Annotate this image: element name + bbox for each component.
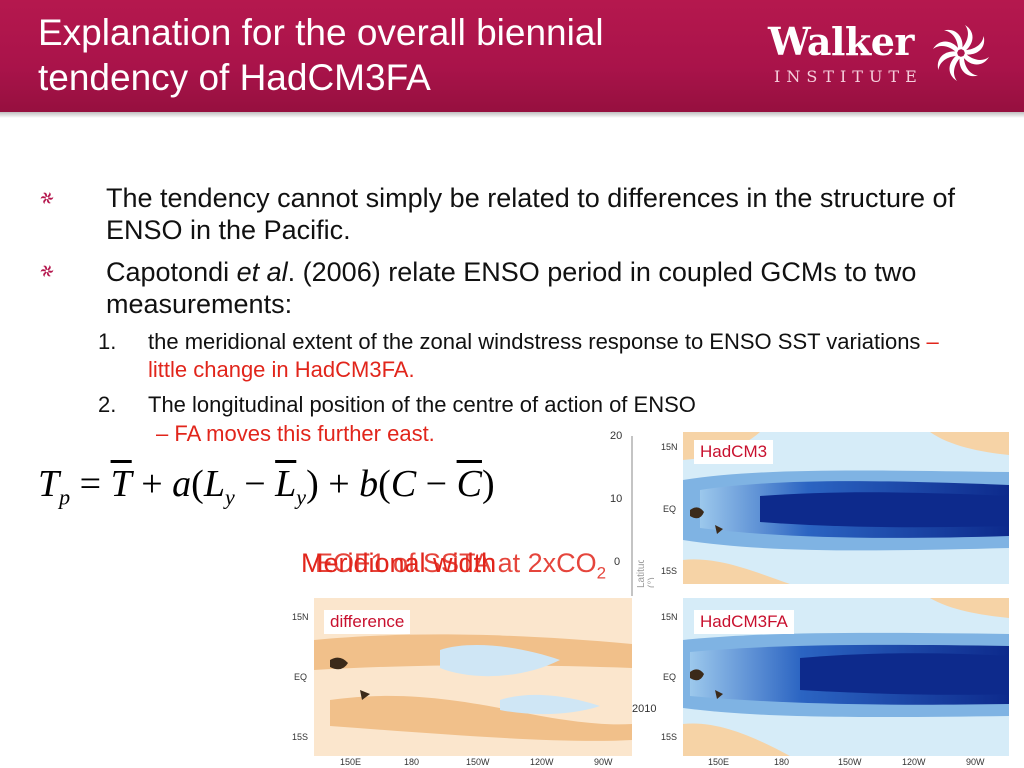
logo-word: Walker xyxy=(768,19,914,64)
lon-tick: 120W xyxy=(902,757,926,767)
numbered-1-text: the meridional extent of the zonal winds… xyxy=(148,328,978,384)
lon-tick: 180 xyxy=(404,757,420,767)
lon-tick: 150E xyxy=(340,757,362,767)
bullet-1-text: The tendency cannot simply be related to… xyxy=(106,183,955,245)
eq-a: a xyxy=(172,463,192,505)
header-shadow xyxy=(0,112,1024,118)
lon-tick: 150W xyxy=(838,757,862,767)
eq-lhs-sub: p xyxy=(59,484,71,510)
behind-yaxis-label: Latitude (°) xyxy=(636,560,654,588)
lon-tick: 120W xyxy=(530,757,554,767)
lon-tick: 150W xyxy=(466,757,490,767)
lat-tick: 15S xyxy=(661,566,678,576)
lat-tick: 15N xyxy=(292,612,309,622)
eq-lhs: T xyxy=(38,463,60,505)
bullet-2-post: . (2006) relate ENSO period in coupled G… xyxy=(106,257,917,319)
logo-subtitle: INSTITUTE xyxy=(774,67,923,86)
eq-Ly-sub: y xyxy=(224,484,235,510)
numbered-1-num: 1. xyxy=(98,329,117,354)
lon-tick: 90W xyxy=(966,757,985,767)
lat-tick: EQ xyxy=(663,504,677,514)
lat-tick: EQ xyxy=(294,672,308,682)
lon-tick: 90W xyxy=(594,757,613,767)
lat-tick: 15S xyxy=(661,732,678,742)
caption-meridional: Meridional width xyxy=(301,548,497,578)
caption-eof: EOF1 of SSTA at 2xCO2 xyxy=(315,548,606,583)
lat-tick: 15N xyxy=(661,612,678,622)
eq-Lbar: L xyxy=(275,463,297,505)
caption-eof-text: EOF1 of SSTA at 2xCO xyxy=(315,548,597,578)
numbered-2-text: The longitudinal position of the centre … xyxy=(148,392,696,417)
eq-C: C xyxy=(390,463,417,505)
numbered-2-note: – FA moves this further east. xyxy=(156,421,435,446)
numbered-1-note: – little change in HadCM3FA. xyxy=(148,329,939,382)
lat-tick: 15N xyxy=(661,442,678,452)
header-band: Explanation for the overall biennial ten… xyxy=(0,0,1024,112)
eq-Cbar: C xyxy=(456,463,482,505)
behind-ytick-10: 10 xyxy=(610,493,623,505)
walker-institute-logo: Walker INSTITUTE xyxy=(768,20,998,92)
map-label-difference: difference xyxy=(324,610,411,634)
map-label-hadcm3fa: HadCM3FA xyxy=(694,610,794,634)
behind-ytick-0: 0 xyxy=(614,556,621,568)
numbered-1-main: the meridional extent of the zonal winds… xyxy=(148,329,921,354)
pinwheel-logo-icon xyxy=(933,25,989,81)
equation: Tp = T + a(Ly − Ly) + b(C − C) xyxy=(38,463,495,510)
behind-ytick-20: 20 xyxy=(610,430,623,442)
pinwheel-bullet-icon xyxy=(40,191,54,205)
lon-tick: 150E xyxy=(708,757,730,767)
behind-xtick: 2010 xyxy=(632,703,657,715)
bullet-2-em: et al xyxy=(236,257,288,287)
eq-tbar: T xyxy=(110,463,132,505)
lat-tick: 15S xyxy=(292,732,309,742)
slide-title: Explanation for the overall biennial ten… xyxy=(38,12,604,98)
bullet-2-text: Capotondi et al. (2006) relate ENSO peri… xyxy=(106,256,986,320)
eq-L: L xyxy=(203,463,225,505)
lon-tick: 180 xyxy=(774,757,790,767)
bullet-2-pre: Capotondi xyxy=(106,257,237,287)
pinwheel-bullet-icon xyxy=(40,264,54,278)
caption-eof-sub: 2 xyxy=(596,563,607,583)
map-label-hadcm3: HadCM3 xyxy=(694,440,774,464)
eq-b: b xyxy=(359,463,379,505)
numbered-2-num: 2. xyxy=(98,392,117,417)
lat-tick: EQ xyxy=(663,672,677,682)
